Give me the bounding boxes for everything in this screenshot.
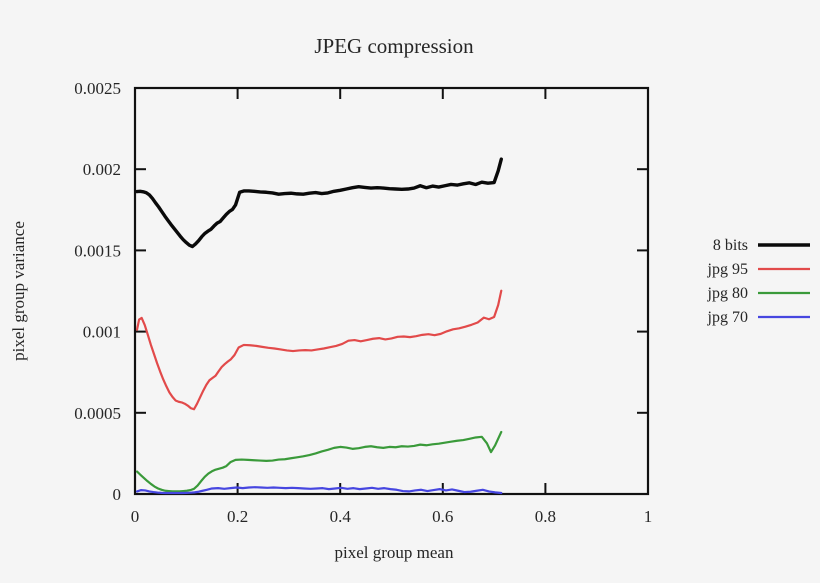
chart-legend: 8 bits jpg 95 jpg 80 jpg 70 — [707, 237, 810, 326]
series-line-jpg-80 — [135, 430, 503, 493]
y-tick-label: 0.002 — [83, 160, 121, 179]
x-tick-label: 0.8 — [535, 507, 556, 526]
plot-frame — [133, 86, 650, 496]
y-axis-ticks: 0 0.0005 0.001 0.0015 0.002 0.0025 — [74, 79, 648, 504]
y-tick-label: 0.0005 — [74, 404, 121, 423]
x-axis-label: pixel group mean — [335, 543, 454, 562]
series-line-jpg-95 — [135, 289, 503, 411]
y-axis-label: pixel group variance — [9, 221, 28, 361]
x-tick-label: 0 — [131, 507, 140, 526]
series-line-8-bits — [135, 157, 503, 249]
legend-label-jpg-95: jpg 95 — [707, 261, 748, 278]
y-tick-label: 0.0015 — [74, 241, 121, 260]
y-tick-label: 0.0025 — [74, 79, 121, 98]
legend-label-jpg-70: jpg 70 — [707, 309, 748, 326]
x-tick-label: 0.6 — [432, 507, 453, 526]
x-axis-ticks: 0 0.2 0.4 0.6 0.8 1 — [131, 88, 653, 526]
chart-title: JPEG compression — [314, 34, 474, 58]
x-tick-label: 0.4 — [330, 507, 352, 526]
data-series-group — [135, 157, 503, 495]
y-tick-label: 0.001 — [83, 323, 121, 342]
x-tick-label: 1 — [644, 507, 653, 526]
x-tick-label: 0.2 — [227, 507, 248, 526]
legend-label-8-bits: 8 bits — [713, 237, 748, 254]
y-tick-label: 0 — [113, 485, 122, 504]
series-line-jpg-70 — [135, 486, 503, 495]
legend-label-jpg-80: jpg 80 — [707, 285, 748, 302]
